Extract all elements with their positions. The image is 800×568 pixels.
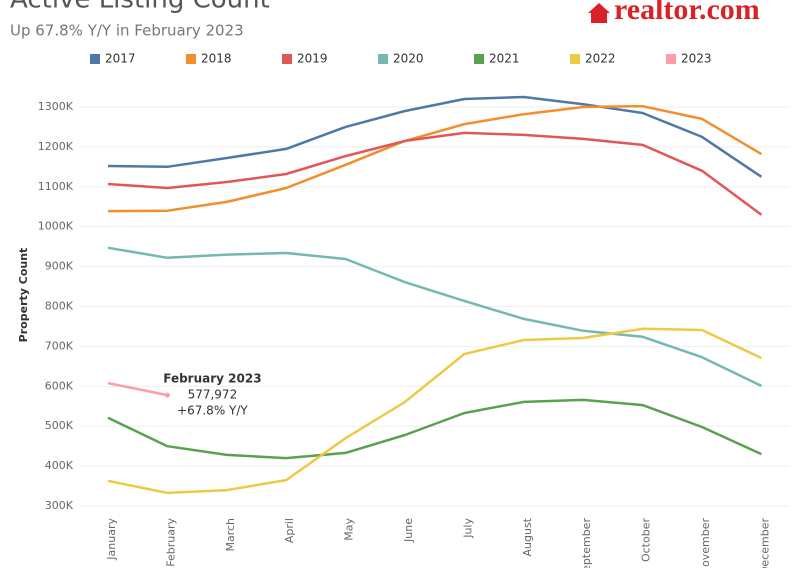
- annotation-title: February 2023: [163, 372, 261, 386]
- point: [164, 392, 170, 398]
- series-line: [107, 381, 168, 397]
- chart-subtitle: Up 67.8% Y/Y in February 2023: [10, 22, 244, 40]
- y-tick-label: 1100K: [38, 180, 74, 193]
- legend-swatch: [666, 54, 676, 64]
- x-tick-label: May: [343, 518, 356, 541]
- y-axis-title: Property Count: [17, 248, 30, 343]
- legend-swatch: [186, 54, 196, 64]
- y-tick-label: 900K: [45, 260, 74, 273]
- legend-label: 2020: [393, 52, 424, 66]
- legend-swatch: [282, 54, 292, 64]
- legend-label: 2021: [489, 52, 520, 66]
- y-tick-label: 300K: [45, 499, 74, 512]
- y-tick-label: 600K: [45, 379, 74, 392]
- x-tick-label: September: [580, 518, 593, 568]
- legend-label: 2023: [681, 52, 712, 66]
- logo-text: realtor.com: [614, 0, 760, 26]
- legend-swatch: [570, 54, 580, 64]
- y-tick-label: 1200K: [38, 140, 74, 153]
- logo: realtor.com: [588, 0, 760, 26]
- y-tick-label: 800K: [45, 299, 74, 312]
- value-label: 577,972: [188, 388, 238, 402]
- x-tick-label: October: [640, 518, 653, 562]
- x-tick-label: June: [402, 518, 415, 543]
- y-tick-label: 500K: [45, 419, 74, 432]
- series-line: [107, 104, 763, 213]
- x-tick-label: August: [521, 517, 534, 556]
- legend-swatch: [474, 54, 484, 64]
- x-tick-label: December: [758, 518, 771, 568]
- chart-title: Active Listing Count: [10, 0, 270, 15]
- legend-swatch: [378, 54, 388, 64]
- x-tick-label: January: [105, 518, 118, 561]
- y-tick-label: 1300K: [38, 100, 74, 113]
- y-tick-label: 400K: [45, 459, 74, 472]
- series-line: [107, 327, 762, 495]
- series-line: [107, 95, 763, 178]
- series-line: [107, 246, 762, 388]
- legend-label: 2022: [585, 52, 616, 66]
- legend-label: 2017: [105, 52, 136, 66]
- x-tick-label: March: [224, 518, 237, 552]
- y-tick-label: 700K: [45, 339, 74, 352]
- y-tick-label: 1000K: [38, 220, 74, 233]
- legend-swatch: [90, 54, 100, 64]
- series-line: [107, 398, 762, 460]
- x-tick-label: July: [461, 518, 474, 539]
- x-tick-label: November: [699, 518, 712, 568]
- legend-label: 2018: [201, 52, 232, 66]
- x-tick-label: April: [283, 518, 296, 543]
- legend-label: 2019: [297, 52, 328, 66]
- annotation-change: +67.8% Y/Y: [177, 404, 248, 418]
- x-tick-label: February: [164, 518, 177, 567]
- logo-icon: [588, 3, 610, 23]
- series-line: [107, 131, 763, 216]
